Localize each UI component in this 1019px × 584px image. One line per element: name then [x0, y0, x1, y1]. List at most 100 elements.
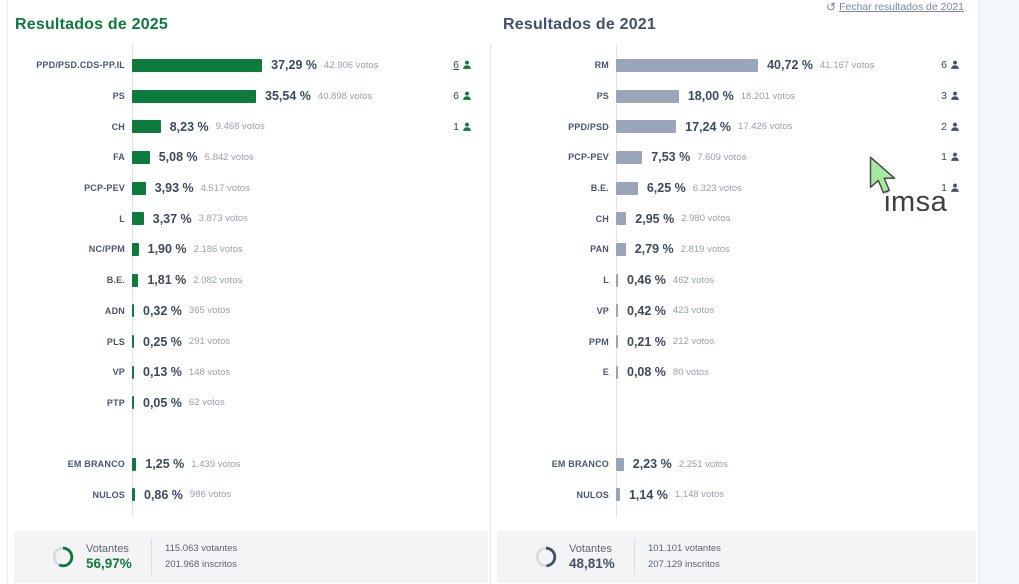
votes-value: 17.426 votos — [738, 121, 793, 133]
mandates-cell: 6 — [924, 59, 978, 71]
bar-area: 37,29 % 42.906 votos — [132, 58, 436, 72]
result-row: CH 2,95 % 2.980 votos — [491, 203, 978, 234]
party-label: FA — [113, 152, 125, 163]
result-bar — [132, 89, 257, 103]
person-icon — [951, 153, 959, 162]
votes-value: 365 votos — [188, 305, 231, 317]
party-label: VP — [112, 367, 125, 378]
party-label: PCP-PEV — [568, 152, 609, 163]
person-icon — [951, 122, 959, 131]
party-label: B.E. — [590, 183, 609, 194]
turnout-percentage: 48,81% — [569, 556, 615, 572]
undo-icon: ↺ — [826, 0, 837, 14]
party-label: NULOS — [92, 489, 125, 500]
votes-value: 80 votos — [672, 366, 709, 378]
turnout-box: Votantes 56,97% 115.063 votantes 201.968… — [14, 531, 488, 584]
person-icon — [951, 91, 959, 100]
close-2021-results-link[interactable]: ↺ Fechar resultados de 2021 — [826, 1, 964, 13]
result-bar — [132, 242, 139, 256]
percent-value: 0,86 % — [144, 487, 183, 502]
mandates-cell: 1 — [924, 151, 978, 163]
panel-2025: Resultados de 2025 PPD/PSD.CDS-PP.IL 37,… — [8, 0, 490, 584]
votes-value: 4.517 votos — [200, 182, 250, 194]
votes-value: 42.906 votos — [324, 59, 379, 71]
result-row: ADN 0,32 % 365 votos — [8, 296, 490, 327]
turnout-donut-icon — [535, 547, 557, 568]
result-row: PS 18,00 % 18.201 votos 3 — [491, 81, 978, 112]
mandates-count: 6 — [453, 90, 459, 103]
percent-value: 7,53 % — [651, 150, 691, 165]
mandates-count[interactable]: 6 — [453, 59, 459, 72]
panel-2021: Resultados de 2021 RM 40,72 % 41.167 vot… — [491, 0, 978, 584]
party-label: B.E. — [106, 275, 125, 286]
party-label: ADN — [104, 305, 125, 316]
party-label: L — [119, 213, 125, 224]
result-row: PTP 0,05 % 62 votos — [8, 388, 490, 419]
votes-value: 2.251 votos — [678, 458, 728, 470]
percent-value: 2,23 % — [632, 457, 672, 472]
result-row: E 0,08 % 80 votos — [491, 357, 978, 388]
votes-value: 423 votos — [672, 305, 715, 317]
person-icon — [463, 61, 471, 70]
result-bar — [132, 273, 139, 287]
bar-area: 18,00 % 18.201 votos — [616, 89, 924, 103]
mandates-count: 1 — [453, 120, 459, 133]
votes-value: 41.167 votos — [819, 59, 875, 71]
turnout-meta: Votantes 48,81% — [569, 543, 621, 571]
result-bar — [132, 304, 134, 318]
party-label: PTP — [106, 397, 125, 408]
row-spacer — [491, 388, 978, 449]
percent-value: 3,93 % — [154, 181, 194, 196]
panel-title: Resultados de 2021 — [503, 16, 656, 33]
percent-value: 1,90 % — [147, 242, 187, 257]
turnout-box: Votantes 48,81% 101.101 votantes 207.129… — [497, 531, 976, 584]
votes-value: 1.439 votos — [191, 458, 241, 470]
result-bar — [616, 488, 620, 502]
party-label: PPD/PSD — [568, 121, 609, 132]
bar-area: 0,46 % 462 votos — [616, 273, 924, 287]
percent-value: 2,79 % — [634, 242, 674, 257]
result-row: EM BRANCO 2,23 % 2.251 votos — [491, 449, 978, 480]
chart-rows: RM 40,72 % 41.167 votos 6 PS 18,00 % 18.… — [491, 50, 978, 510]
votes-value: 2.980 votos — [681, 213, 731, 225]
result-row: NULOS 0,86 % 986 votos — [8, 480, 490, 511]
result-row: PPM 0,21 % 212 votos — [491, 326, 978, 357]
party-label: VP — [596, 305, 609, 316]
votes-value: 986 votos — [189, 489, 232, 501]
votes-value: 2.819 votos — [680, 243, 730, 255]
results-chart: PPD/PSD.CDS-PP.IL 37,29 % 42.906 votos 6… — [8, 45, 490, 517]
result-row: FA 5,08 % 5.842 votos — [8, 142, 490, 173]
votes-value: 291 votos — [188, 336, 231, 348]
result-row: PAN 2,79 % 2.819 votos — [491, 234, 978, 265]
result-row: B.E. 6,25 % 6.323 votos 1 — [491, 173, 978, 204]
party-label: EM BRANCO — [551, 459, 609, 470]
percent-value: 0,13 % — [143, 365, 182, 380]
bar-area: 1,25 % 1.439 votos — [132, 457, 436, 471]
turnout-percentage: 56,97% — [86, 556, 132, 572]
bar-area: 1,81 % 2.082 votos — [132, 273, 436, 287]
party-label: CH — [595, 213, 609, 224]
party-label: NC/PPM — [88, 244, 125, 255]
result-bar — [616, 89, 679, 103]
percent-value: 5,08 % — [158, 150, 198, 165]
person-icon — [951, 61, 959, 70]
result-bar — [616, 120, 677, 134]
turnout-label: Votantes — [86, 543, 129, 556]
result-bar — [132, 396, 134, 410]
mandates-count: 6 — [941, 59, 947, 72]
percent-value: 18,00 % — [687, 89, 734, 104]
bar-area: 0,21 % 212 votos — [616, 335, 924, 349]
party-label: PAN — [590, 244, 609, 255]
result-bar — [616, 150, 643, 164]
bar-area: 2,95 % 2.980 votos — [616, 212, 924, 226]
bar-area: 2,23 % 2.251 votos — [616, 457, 924, 471]
votes-value: 1.148 votos — [674, 489, 725, 501]
result-bar — [132, 365, 134, 379]
result-bar — [616, 181, 638, 195]
results-panels: Resultados de 2025 PPD/PSD.CDS-PP.IL 37,… — [8, 0, 978, 584]
party-label: E — [602, 367, 609, 378]
percent-value: 17,24 % — [685, 119, 732, 134]
bar-area: 5,08 % 5.842 votos — [132, 150, 436, 164]
result-row: PS 35,54 % 40.898 votos 6 — [8, 81, 490, 112]
